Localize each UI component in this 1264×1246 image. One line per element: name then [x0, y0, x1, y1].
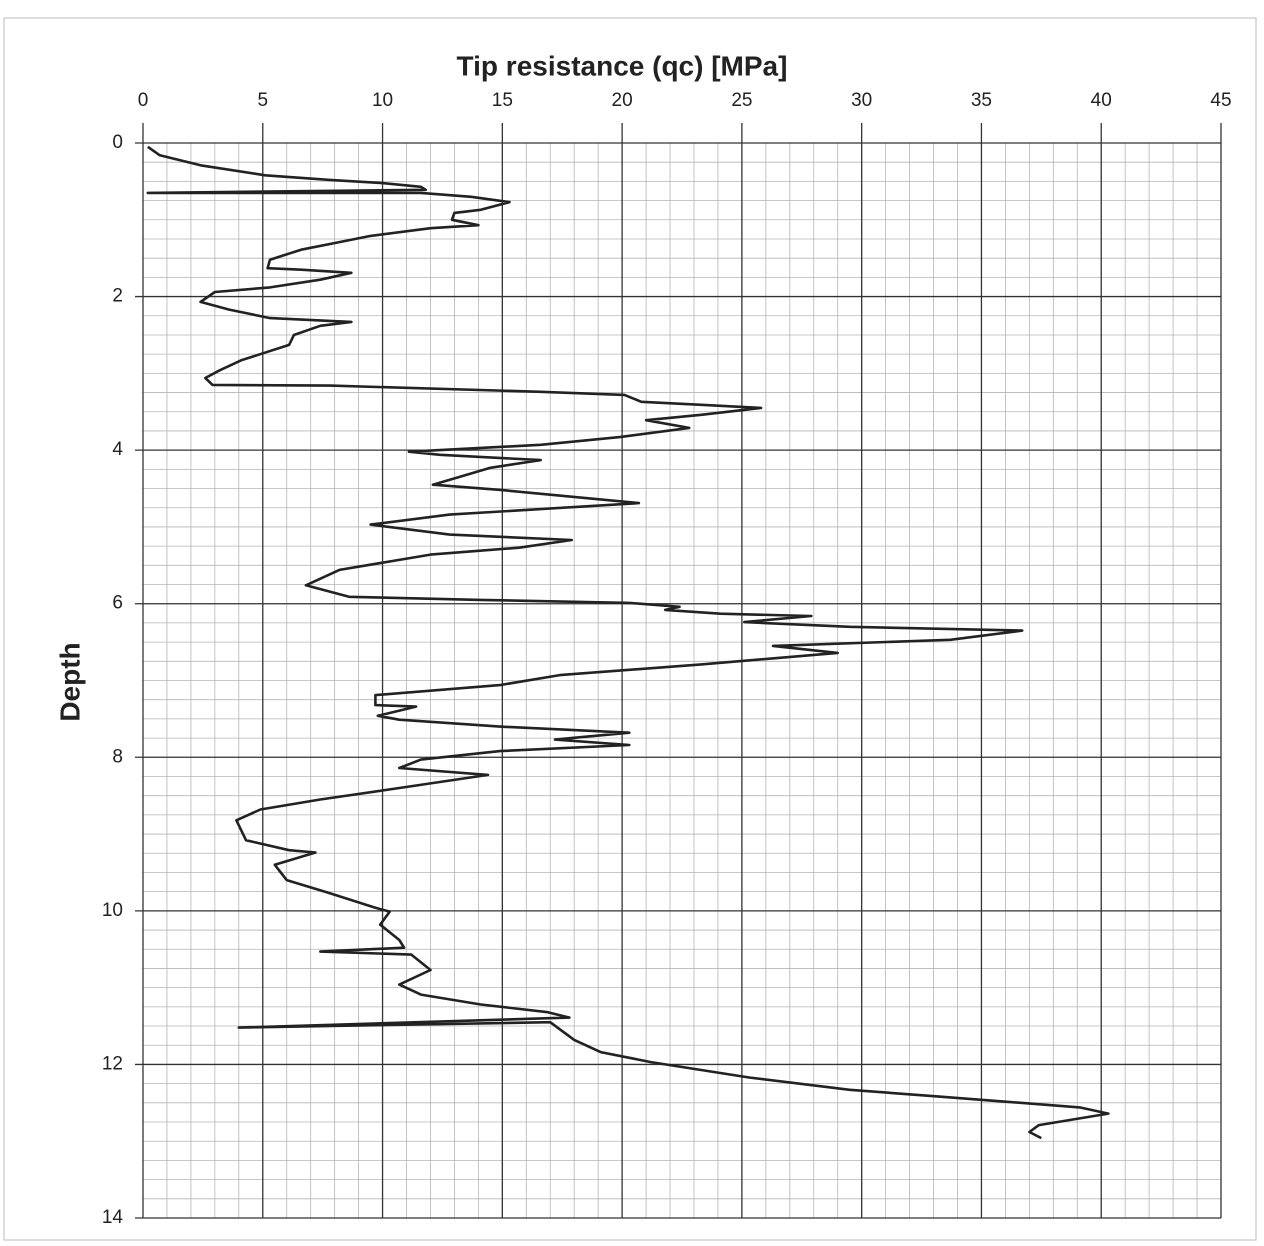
x-tick-label: 40 [1091, 90, 1112, 111]
y-tick-label: 4 [112, 439, 123, 460]
data-line [146, 145, 1110, 1140]
y-tick-label: 8 [112, 746, 123, 767]
x-tick-label: 15 [492, 90, 513, 111]
y-axis-title: Depth [54, 642, 85, 721]
x-tick-label: 0 [138, 90, 149, 111]
y-tick-label: 12 [102, 1053, 123, 1074]
y-tick-label: 2 [112, 286, 123, 307]
y-tick-label: 14 [102, 1207, 124, 1228]
x-tick-label: 20 [612, 90, 633, 111]
x-tick-label: 25 [731, 90, 752, 111]
frame [3, 17, 1257, 1241]
x-tick-label: 5 [257, 90, 268, 111]
x-tick-label: 30 [851, 90, 872, 111]
x-tick-label: 35 [971, 90, 992, 111]
x-tick-label: 10 [372, 90, 393, 111]
x-axis-title: Tip resistance (qc) [MPa] [457, 50, 788, 81]
y-tick-label: 6 [112, 593, 123, 614]
y-tick-label: 0 [112, 132, 123, 153]
y-tick-label: 10 [102, 900, 123, 921]
x-tick-label: 45 [1210, 90, 1231, 111]
